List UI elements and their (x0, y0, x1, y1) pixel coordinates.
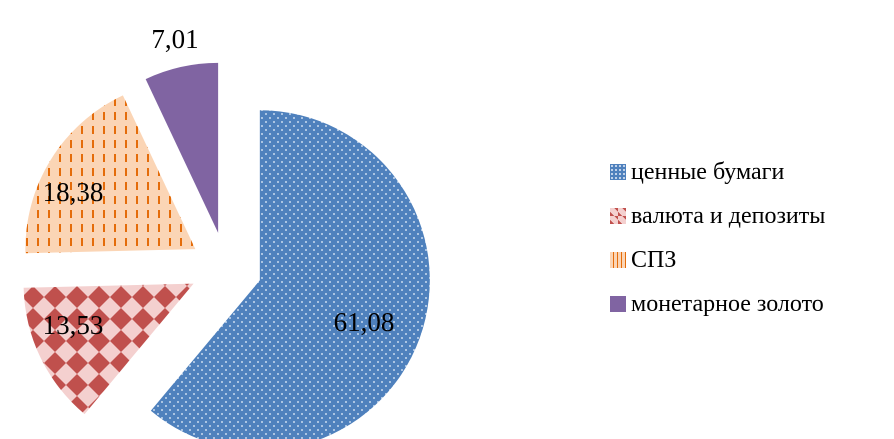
legend-swatch-monetary-gold (610, 296, 626, 312)
pie-slice-currency-deposits (23, 283, 194, 415)
legend-label-securities: ценные бумаги (631, 158, 785, 185)
pie-slice-securities (150, 110, 430, 439)
data-label-securities: 61,08 (334, 307, 395, 337)
legend-swatch-securities (610, 164, 626, 180)
legend-item-securities: ценные бумаги (610, 150, 825, 194)
legend-label-sdr: СПЗ (631, 246, 677, 273)
pie-slice-sdr (25, 95, 196, 254)
legend: ценные бумаги валюта и депозиты СПЗ моне… (610, 150, 825, 326)
legend-item-monetary-gold: монетарное золото (610, 282, 825, 326)
legend-label-monetary-gold: монетарное золото (631, 290, 824, 317)
legend-item-sdr: СПЗ (610, 238, 825, 282)
data-label-monetary-gold: 7,01 (151, 24, 198, 54)
legend-swatch-currency-deposits (610, 208, 626, 224)
data-label-sdr: 18,38 (43, 177, 104, 207)
data-label-currency-deposits: 13,53 (43, 310, 104, 340)
legend-item-currency-deposits: валюта и депозиты (610, 194, 825, 238)
pie-slice-monetary-gold (145, 62, 219, 233)
legend-swatch-sdr (610, 252, 626, 268)
legend-label-currency-deposits: валюта и депозиты (631, 202, 826, 229)
